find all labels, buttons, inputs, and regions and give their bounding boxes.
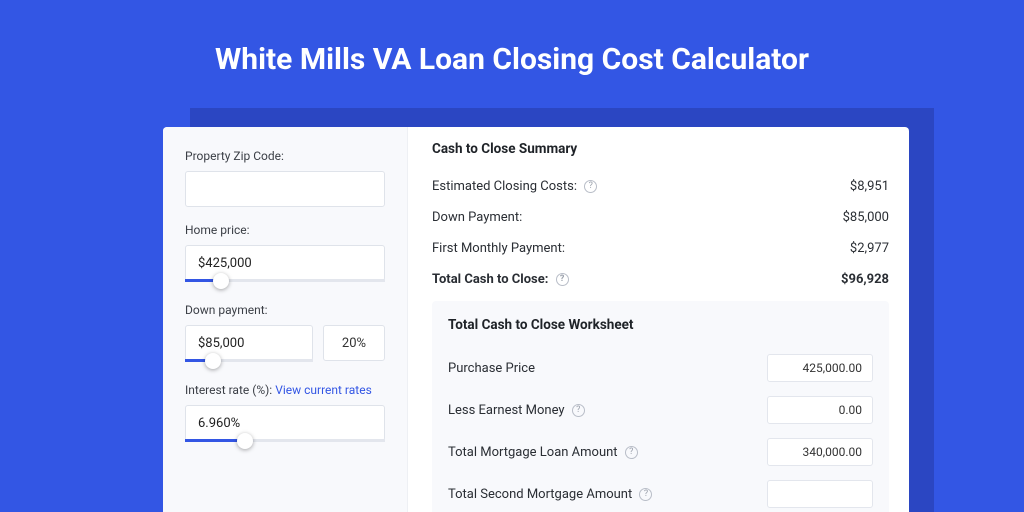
summary-value: $8,951 [850,179,889,194]
summary-value: $85,000 [843,210,889,225]
slider-thumb[interactable] [237,433,253,449]
field-down-payment: Down payment: 20% [185,303,385,361]
form-column: Property Zip Code: Home price: Down paym… [163,127,408,512]
home-price-label: Home price: [185,223,385,237]
summary-row-down-payment: Down Payment: $85,000 [432,202,889,233]
worksheet-panel: Total Cash to Close Worksheet Purchase P… [432,301,889,512]
view-rates-link[interactable]: View current rates [275,383,372,397]
worksheet-label: Purchase Price [448,361,535,376]
summary-value: $2,977 [850,241,889,256]
calculator-card: Property Zip Code: Home price: Down paym… [163,127,909,512]
summary-label: Total Cash to Close: [432,272,548,287]
zip-label: Property Zip Code: [185,149,385,163]
interest-rate-label: Interest rate (%): View current rates [185,383,385,397]
help-icon[interactable]: ? [556,273,569,286]
help-icon[interactable]: ? [625,446,638,459]
interest-rate-slider[interactable] [185,405,385,441]
help-icon[interactable]: ? [572,404,585,417]
worksheet-title: Total Cash to Close Worksheet [448,317,873,333]
help-icon[interactable]: ? [584,180,597,193]
down-payment-label: Down payment: [185,303,385,317]
slider-fill [185,439,245,442]
worksheet-label: Total Second Mortgage Amount [448,487,632,502]
down-payment-input[interactable] [185,325,313,361]
summary-label: Estimated Closing Costs: [432,179,577,194]
field-interest-rate: Interest rate (%): View current rates [185,383,385,441]
worksheet-input[interactable] [767,480,873,508]
summary-title: Cash to Close Summary [432,141,889,157]
field-zip: Property Zip Code: [185,149,385,207]
down-payment-pct[interactable]: 20% [323,325,385,361]
worksheet-input[interactable] [767,438,873,466]
worksheet-label: Less Earnest Money [448,403,565,418]
summary-row-closing-costs: Estimated Closing Costs: ? $8,951 [432,171,889,202]
summary-row-total: Total Cash to Close: ? $96,928 [432,264,889,295]
down-payment-slider[interactable] [185,325,313,361]
summary-row-first-payment: First Monthly Payment: $2,977 [432,233,889,264]
summary-label: Down Payment: [432,210,522,225]
summary-label: First Monthly Payment: [432,241,565,256]
worksheet-input[interactable] [767,396,873,424]
page-title: White Mills VA Loan Closing Cost Calcula… [0,0,1024,103]
worksheet-row-second-mortgage: Total Second Mortgage Amount ? [448,473,873,512]
home-price-slider[interactable] [185,245,385,281]
interest-rate-label-text: Interest rate (%): [185,383,275,397]
help-icon[interactable]: ? [639,488,652,501]
worksheet-row-purchase-price: Purchase Price [448,347,873,389]
field-home-price: Home price: [185,223,385,281]
interest-rate-input[interactable] [185,405,385,441]
zip-input[interactable] [185,171,385,207]
worksheet-row-earnest-money: Less Earnest Money ? [448,389,873,431]
summary-column: Cash to Close Summary Estimated Closing … [408,127,909,512]
worksheet-input[interactable] [767,354,873,382]
worksheet-label: Total Mortgage Loan Amount [448,445,618,460]
slider-thumb[interactable] [205,353,221,369]
worksheet-row-mortgage-amount: Total Mortgage Loan Amount ? [448,431,873,473]
slider-thumb[interactable] [213,273,229,289]
summary-value: $96,928 [841,272,889,287]
